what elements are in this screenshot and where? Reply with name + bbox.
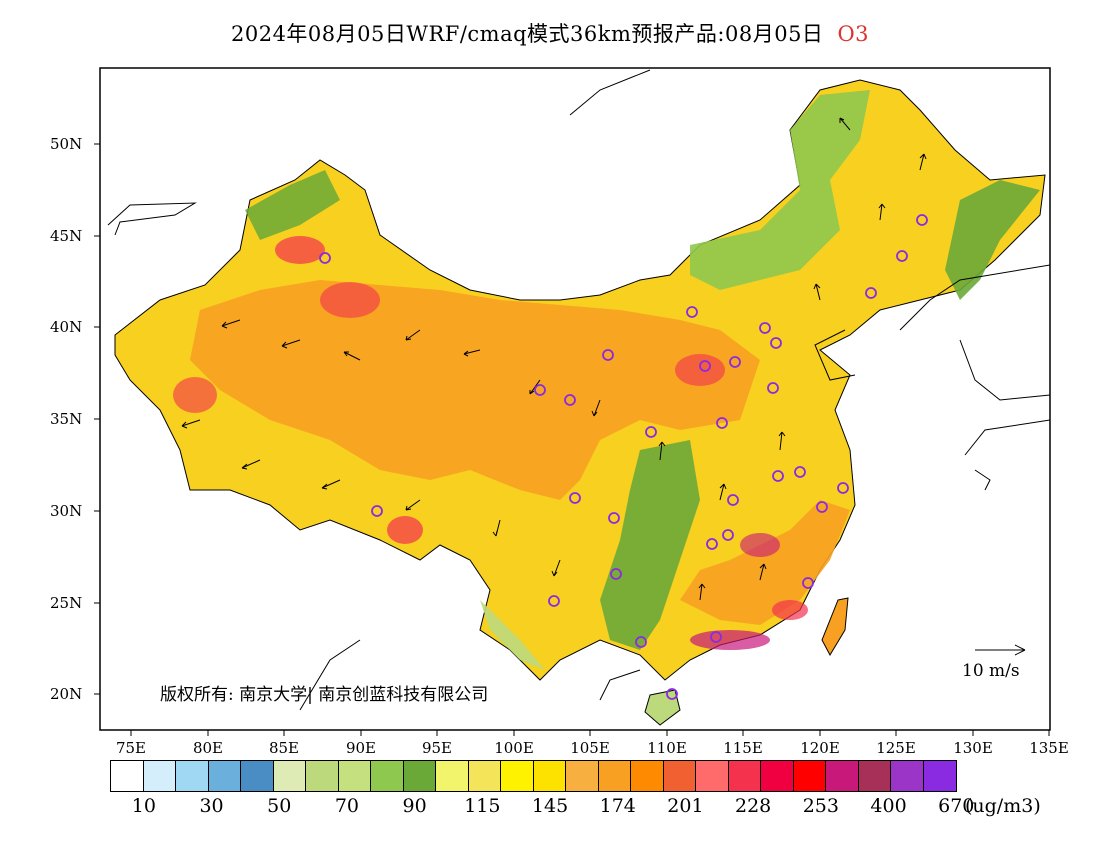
axis-ticks bbox=[94, 143, 1050, 736]
lon-label-80e: 80E bbox=[192, 739, 224, 757]
wind-scale-arrow bbox=[975, 644, 1026, 656]
colorbar-label: 174 bbox=[599, 795, 636, 817]
colorbar-label: 30 bbox=[199, 795, 224, 817]
colorbar-cell bbox=[241, 761, 274, 791]
lat-label-50n: 50N bbox=[50, 135, 83, 153]
colorbar-cell bbox=[176, 761, 209, 791]
hotspot bbox=[690, 630, 770, 650]
colorbar-cell bbox=[533, 761, 566, 791]
pollutant-label: O3 bbox=[837, 22, 870, 46]
colorbar-cell bbox=[631, 761, 664, 791]
colorbar-cell bbox=[468, 761, 501, 791]
colorbar-cell bbox=[566, 761, 599, 791]
colorbar-cell bbox=[338, 761, 371, 791]
lon-label-95e: 95E bbox=[421, 739, 453, 757]
lon-label-120e: 120E bbox=[800, 739, 840, 757]
colorbar-cell bbox=[663, 761, 696, 791]
colorbar-cell bbox=[403, 761, 436, 791]
colorbar-cell bbox=[208, 761, 241, 791]
hotspot bbox=[675, 354, 725, 386]
lon-label-110e: 110E bbox=[647, 739, 687, 757]
colorbar-cell bbox=[858, 761, 891, 791]
colorbar-cell bbox=[696, 761, 729, 791]
colorbar-label: 201 bbox=[667, 795, 704, 817]
lon-label-130e: 130E bbox=[953, 739, 993, 757]
colorbar-cell bbox=[436, 761, 469, 791]
colorbar-label: 253 bbox=[802, 795, 839, 817]
colorbar-cell bbox=[111, 761, 144, 791]
lat-label-25n: 25N bbox=[50, 594, 83, 612]
colorbar-cell bbox=[923, 761, 956, 791]
south-high-zone bbox=[680, 500, 850, 625]
lon-label-75e: 75E bbox=[115, 739, 147, 757]
colorbar bbox=[110, 760, 957, 792]
colorbar-label: 670 bbox=[938, 795, 975, 817]
colorbar-cell bbox=[598, 761, 631, 791]
title-text: 2024年08月05日WRF/cmaq模式36km预报产品:08月05日 bbox=[230, 22, 824, 46]
colorbar-unit: (ug/m3) bbox=[965, 795, 1041, 817]
lon-label-90e: 90E bbox=[345, 739, 377, 757]
lon-label-135e: 135E bbox=[1029, 739, 1069, 757]
high-ozone-zone bbox=[190, 280, 760, 500]
hotspot bbox=[320, 282, 380, 318]
lat-label-40n: 40N bbox=[50, 318, 83, 336]
low-ozone-zone-northeast bbox=[690, 90, 870, 290]
colorbar-cell bbox=[761, 761, 794, 791]
wind-vectors bbox=[181, 117, 927, 601]
low-ozone-zone-east bbox=[945, 180, 1040, 300]
lon-label-100e: 100E bbox=[494, 739, 534, 757]
lat-label-45n: 45N bbox=[50, 227, 83, 245]
colorbar-label: 10 bbox=[131, 795, 156, 817]
low-ozone-zone-southwest bbox=[600, 440, 700, 650]
map-title: 2024年08月05日WRF/cmaq模式36km预报产品:08月05日 O3 bbox=[0, 18, 1100, 48]
lat-label-35n: 35N bbox=[50, 410, 83, 428]
hotspot bbox=[740, 533, 780, 557]
lon-label-125e: 125E bbox=[876, 739, 916, 757]
coastline bbox=[107, 69, 1050, 711]
hotspot bbox=[387, 516, 423, 544]
colorbar-label: 400 bbox=[870, 795, 907, 817]
lon-label-85e: 85E bbox=[268, 739, 300, 757]
colorbar-label: 145 bbox=[531, 795, 569, 817]
low-ozone-zone-west bbox=[245, 170, 340, 240]
colorbar-label: 70 bbox=[334, 795, 360, 817]
hainan bbox=[644, 689, 681, 726]
colorbar-cell bbox=[371, 761, 404, 791]
hotspot bbox=[772, 600, 808, 620]
colorbar-cell bbox=[728, 761, 761, 791]
lon-label-115e: 115E bbox=[723, 739, 763, 757]
colorbar-label: 115 bbox=[464, 795, 501, 817]
colorbar-cell bbox=[793, 761, 826, 791]
low-ozone-zone-south bbox=[480, 600, 545, 670]
colorbar-cell bbox=[306, 761, 339, 791]
colorbar-cell bbox=[891, 761, 924, 791]
lat-label-30n: 30N bbox=[50, 502, 83, 520]
copyright-text: 版权所有: 南京大学| 南京创蓝科技有限公司 bbox=[160, 685, 489, 705]
colorbar-cell bbox=[826, 761, 859, 791]
lat-label-20n: 20N bbox=[50, 685, 83, 703]
colorbar-label: 228 bbox=[735, 795, 772, 817]
monitoring-stations bbox=[319, 214, 928, 700]
wind-scale-label: 10 m/s bbox=[962, 661, 1020, 681]
colorbar-cell bbox=[501, 761, 534, 791]
colorbar-cell bbox=[143, 761, 176, 791]
colorbar-label: 90 bbox=[402, 795, 427, 817]
taiwan bbox=[821, 597, 849, 657]
map-frame bbox=[99, 67, 1051, 731]
hotspot bbox=[275, 236, 325, 264]
lon-label-105e: 105E bbox=[570, 739, 610, 757]
colorbar-label: 50 bbox=[267, 795, 292, 817]
hotspot bbox=[173, 377, 217, 413]
colorbar-cell bbox=[273, 761, 306, 791]
